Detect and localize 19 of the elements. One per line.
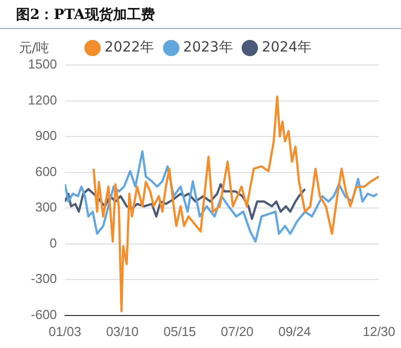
legend-label: 2024年	[262, 40, 312, 56]
y-tick-label: 1200	[28, 92, 57, 108]
x-tick-label: 12/30	[362, 324, 396, 339]
chart-title: 图2：PTA现货加工费	[0, 0, 401, 29]
y-tick-label: -600	[30, 306, 57, 322]
y-tick-label: 600	[35, 164, 57, 179]
y-tick-label: 1500	[28, 56, 57, 72]
y-tick-label: 900	[35, 128, 57, 144]
y-tick-label: -300	[30, 271, 57, 286]
x-tick-label: 01/03	[48, 324, 82, 339]
legend-label: 2023年	[183, 40, 233, 56]
x-tick-label: 05/15	[163, 324, 196, 339]
x-tick-label: 07/20	[220, 324, 254, 339]
x-tick-label: 03/10	[106, 324, 139, 339]
y-axis-title: 元/吨	[18, 40, 50, 56]
legend-label: 2022年	[104, 40, 154, 56]
x-tick-label: 09/24	[278, 324, 311, 339]
y-tick-label: 0	[50, 235, 57, 250]
y-tick-label: 300	[35, 200, 57, 215]
